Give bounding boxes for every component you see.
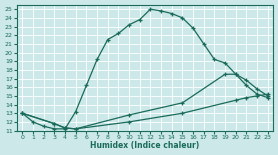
X-axis label: Humidex (Indice chaleur): Humidex (Indice chaleur)	[90, 141, 200, 150]
